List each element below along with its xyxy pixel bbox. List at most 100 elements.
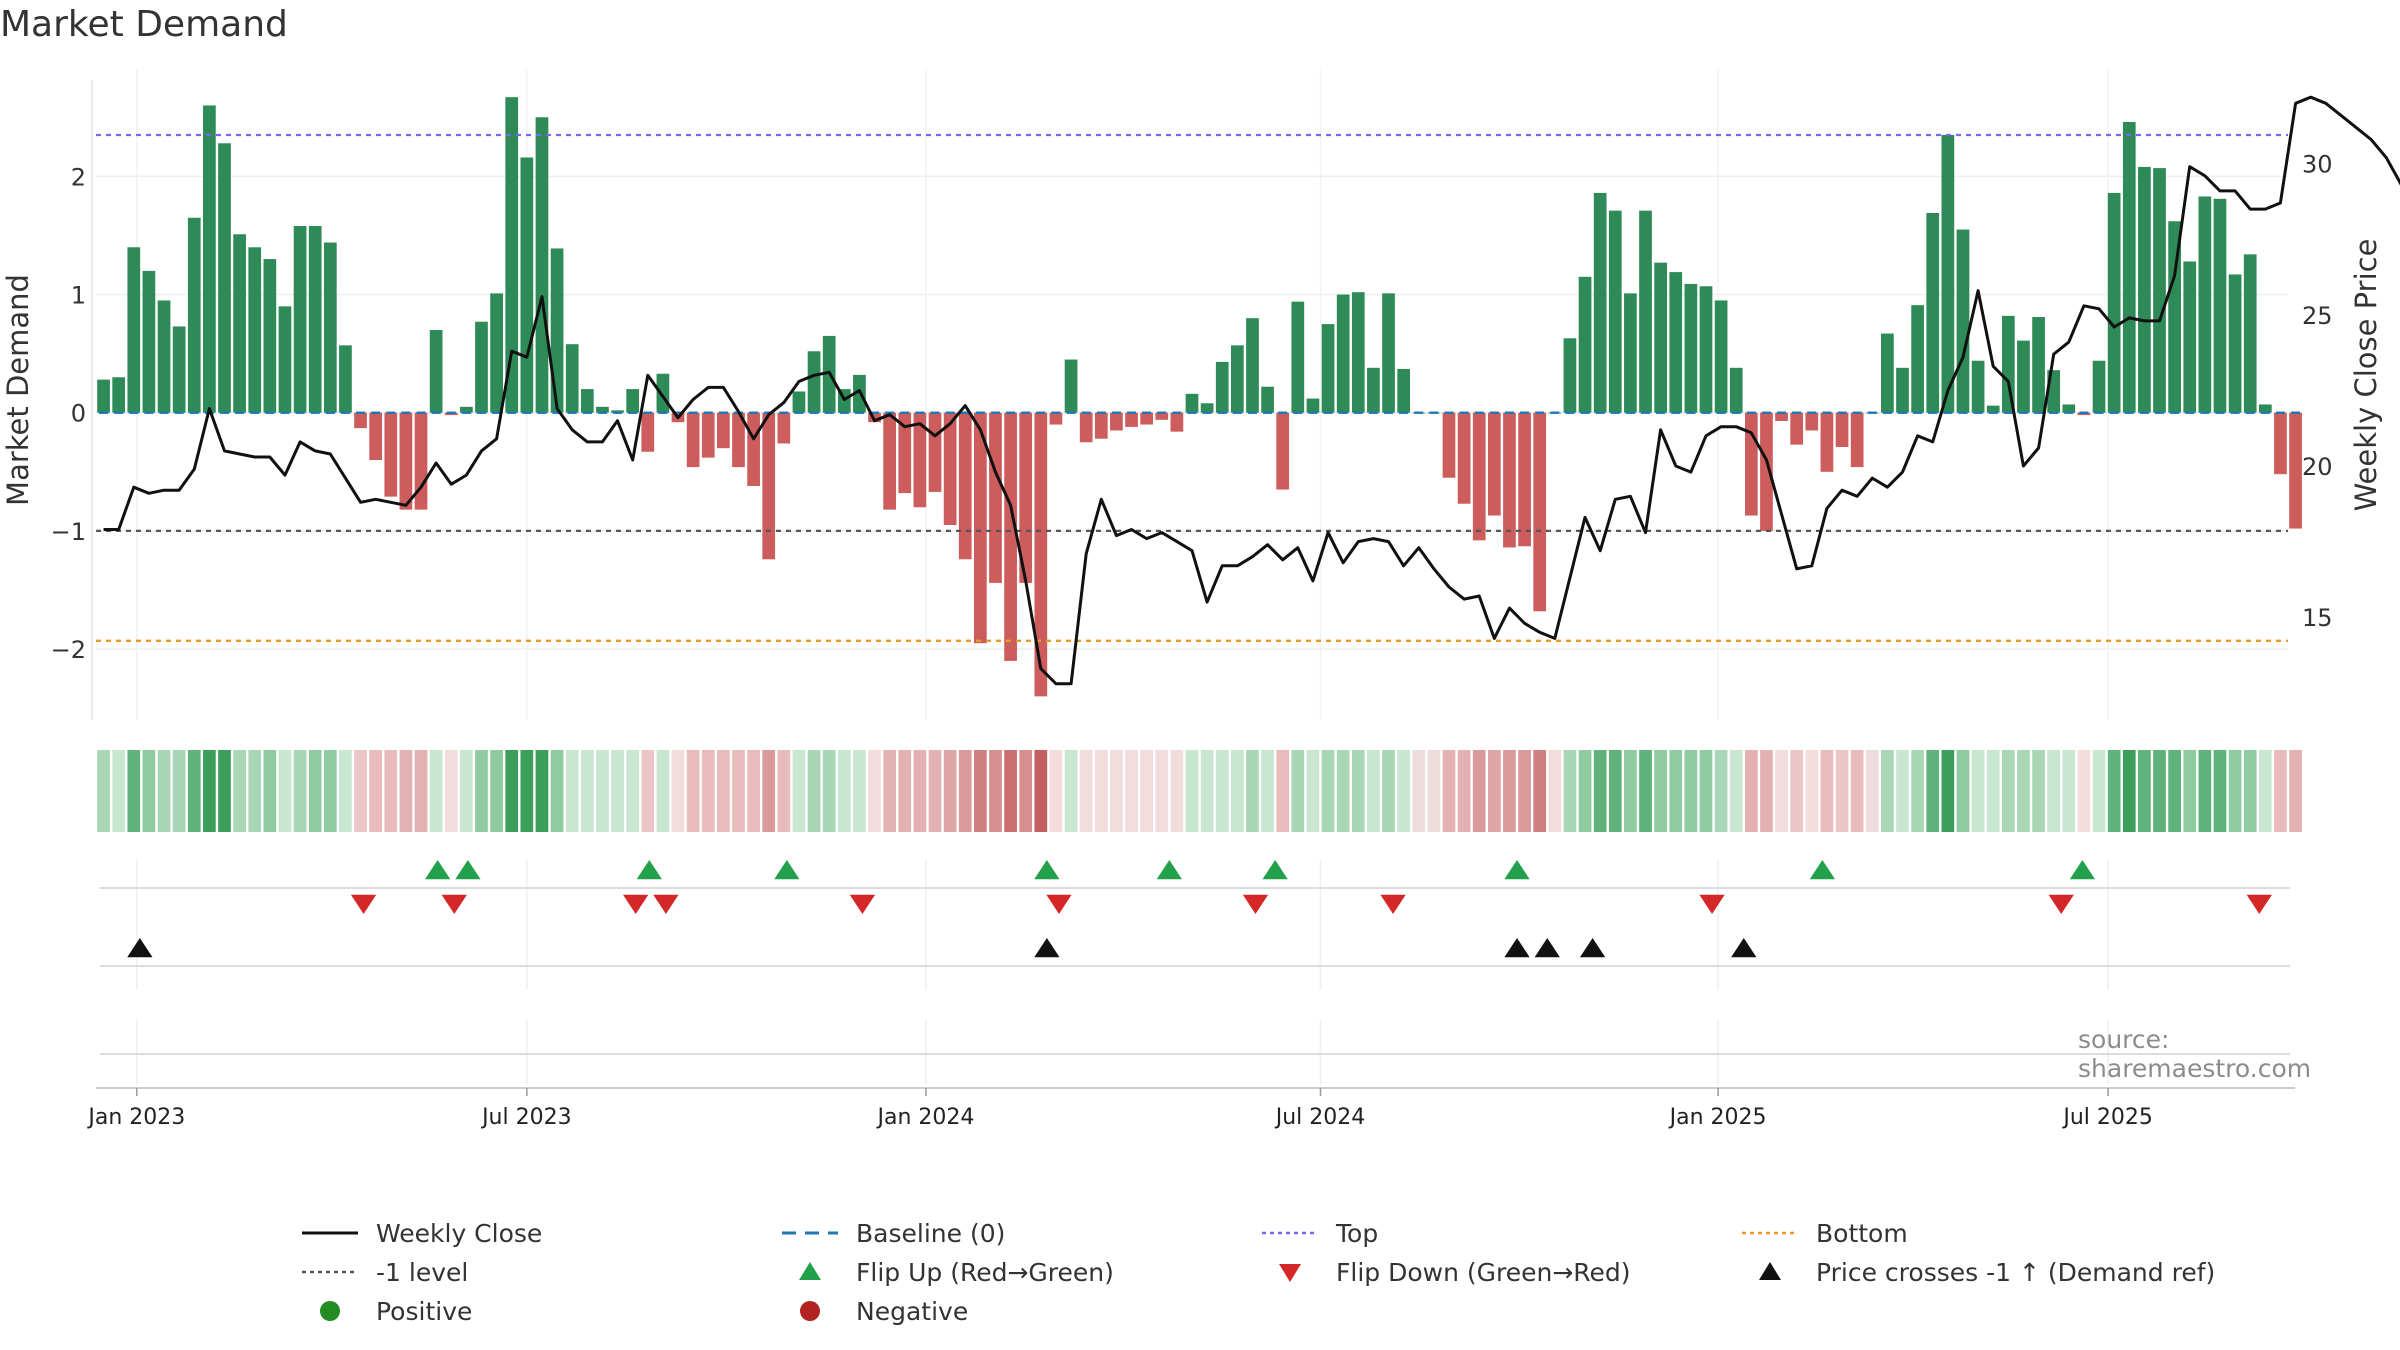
- legend-label: Baseline (0): [856, 1218, 1006, 1248]
- demand-bar-positive: [1578, 276, 1592, 413]
- shade-cell: [1971, 750, 1985, 832]
- shade-cell: [2047, 750, 2061, 832]
- shade-cell: [2274, 750, 2287, 832]
- demand-bar-positive: [1215, 361, 1229, 413]
- shade-cell: [913, 750, 927, 832]
- shade-cell: [596, 750, 609, 832]
- demand-bar-negative: [777, 412, 791, 444]
- shade-cell: [1125, 750, 1138, 832]
- shade-cell: [323, 750, 337, 832]
- demand-bar-positive: [1246, 318, 1259, 413]
- demand-bar-positive: [1639, 210, 1652, 413]
- shade-cell: [2092, 750, 2106, 832]
- flip-down-marker: [1699, 894, 1725, 914]
- price-cross-marker: [1731, 938, 1757, 958]
- demand-bar-positive: [580, 389, 594, 413]
- shade-cell: [1382, 750, 1395, 832]
- demand-bar-positive: [2168, 221, 2181, 413]
- shade-cell: [1654, 750, 1667, 832]
- shade-cell: [1457, 750, 1471, 832]
- legend-item: Weekly Close: [300, 1215, 542, 1251]
- legend-symbol-triangle-up: [799, 1262, 821, 1280]
- chart-title: Market Demand: [0, 4, 288, 45]
- shade-cell: [2107, 750, 2121, 832]
- legend-triangle-up: [799, 1262, 821, 1280]
- shade-cell: [2258, 750, 2272, 832]
- price-line-group: [103, 95, 2400, 686]
- demand-bar-negative: [913, 412, 927, 508]
- legend-label: Weekly Close: [376, 1218, 543, 1248]
- demand-bar-negative: [1094, 412, 1108, 439]
- shade-cell: [853, 750, 866, 832]
- legend-item: Bottom: [1740, 1215, 1908, 1251]
- legend-label: Flip Up (Red→Green): [856, 1257, 1114, 1287]
- legend: Weekly Close Baseline (0) Top Bottom -1 leve…: [300, 1215, 2300, 1335]
- shade-cell: [278, 750, 292, 832]
- flip-up-marker: [636, 860, 662, 880]
- demand-bar-negative: [974, 412, 987, 644]
- legend-label: Bottom: [1816, 1218, 1908, 1248]
- shade-cell: [1291, 750, 1305, 832]
- demand-bar-positive: [1351, 292, 1365, 413]
- ylabel-left: Market Demand: [1, 274, 35, 506]
- shade-cell: [142, 750, 156, 832]
- demand-bar-positive: [596, 406, 609, 413]
- flip-down-marker: [441, 894, 467, 914]
- demand-bar-negative: [1820, 412, 1834, 472]
- demand-bar-positive: [2032, 317, 2045, 413]
- xtick-label: Jul 2023: [480, 1105, 572, 1130]
- shade-cell: [127, 750, 141, 832]
- shade-cell: [1926, 750, 1940, 832]
- ytick-right-label: 25: [2302, 302, 2333, 330]
- demand-bar-positive: [1654, 262, 1667, 413]
- demand-bar-negative: [883, 412, 897, 510]
- shade-cell: [717, 750, 730, 832]
- shade-cell: [1896, 750, 1909, 832]
- legend-triangle-down: [1279, 1264, 1301, 1282]
- shade-cell: [1744, 750, 1758, 832]
- flip-up-marker: [1156, 860, 1182, 880]
- demand-bar-positive: [2243, 254, 2257, 413]
- shade-cell: [777, 750, 791, 832]
- demand-bar-positive: [1881, 333, 1894, 413]
- shade-cell: [974, 750, 987, 832]
- shade-cell: [369, 750, 383, 832]
- flip-up-marker: [774, 860, 800, 880]
- xtick-label: Jan 2023: [86, 1105, 185, 1130]
- shade-cell: [490, 750, 503, 832]
- demand-bar-positive: [2092, 360, 2106, 413]
- demand-bar-negative: [762, 412, 776, 560]
- shade-cell: [414, 750, 428, 832]
- shade-cell: [1110, 750, 1123, 832]
- shade-cell: [460, 750, 473, 832]
- shade-cell: [1079, 750, 1093, 832]
- shade-cell: [1624, 750, 1637, 832]
- demand-bar-negative: [2274, 412, 2287, 475]
- shade-cell: [1246, 750, 1259, 832]
- shade-cell: [701, 750, 715, 832]
- shade-cell: [641, 750, 655, 832]
- legend-triangle-up: [1759, 1262, 1781, 1280]
- shade-cell: [1215, 750, 1229, 832]
- legend-item: -1 level: [300, 1254, 468, 1290]
- demand-bar-positive: [535, 117, 549, 413]
- flip-down-marker: [623, 894, 649, 914]
- shade-cell: [1351, 750, 1365, 832]
- flip-up-marker: [2069, 860, 2096, 880]
- demand-bar-positive: [1321, 324, 1335, 413]
- demand-bar-negative: [1155, 412, 1169, 420]
- demand-bar-negative: [1487, 412, 1501, 516]
- shade-cell: [2122, 750, 2136, 832]
- shade-cell: [1684, 750, 1698, 832]
- demand-bar-negative: [641, 412, 655, 452]
- demand-bar-positive: [1714, 300, 1728, 413]
- ytick-left-label: 0: [71, 400, 86, 428]
- shade-cell: [2198, 750, 2212, 832]
- source-credit: source: sharemaestro.com: [2078, 1025, 2312, 1083]
- flip-down-marker: [350, 894, 377, 914]
- shade-cell: [1563, 750, 1577, 832]
- legend-circle: [800, 1301, 820, 1321]
- demand-bars: [97, 97, 2302, 697]
- demand-bar-negative: [701, 412, 715, 458]
- shade-cell: [1805, 750, 1819, 832]
